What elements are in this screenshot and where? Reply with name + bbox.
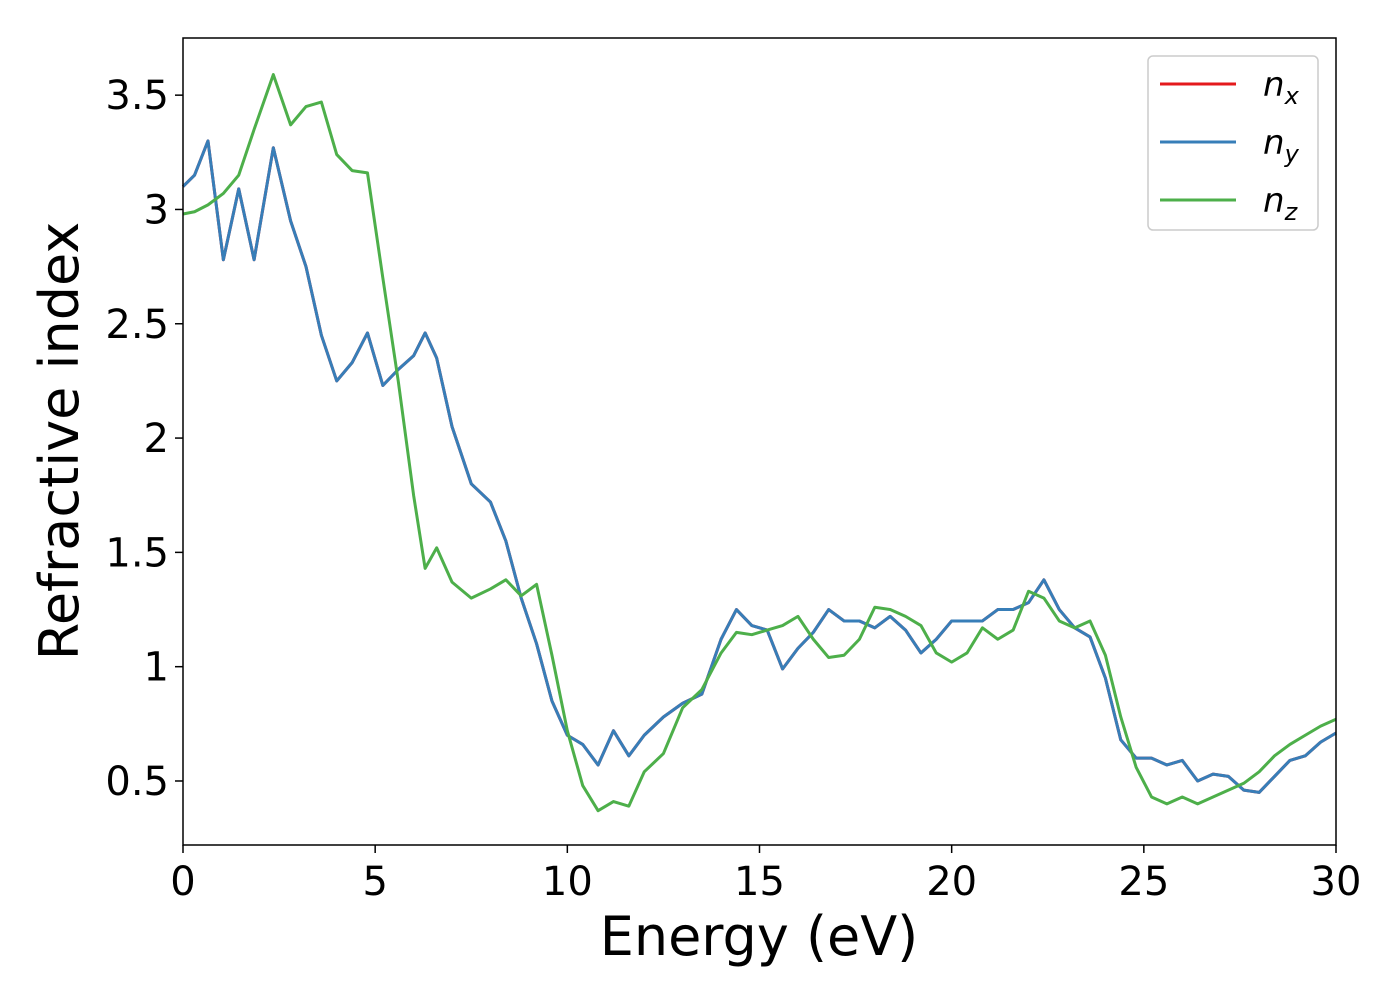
legend-label: nz xyxy=(1263,181,1299,226)
line xyxy=(181,139,1337,794)
x-tick-label: 5 xyxy=(362,859,387,905)
line xyxy=(182,73,1337,813)
y-tick-label: 0.5 xyxy=(105,759,169,805)
y-tick-label: 2 xyxy=(144,416,169,462)
plot-frame xyxy=(182,37,1337,846)
y-axis-label: Refractive index xyxy=(28,222,91,661)
y-tick-label: 3.5 xyxy=(105,73,169,119)
x-tick-label: 15 xyxy=(734,859,785,905)
y-tick-label: 1.5 xyxy=(105,530,169,576)
x-tick-label: 10 xyxy=(542,859,593,905)
legend-label: ny xyxy=(1263,123,1300,168)
x-tick-label: 0 xyxy=(170,859,195,905)
x-axis-label: Energy (eV) xyxy=(600,905,919,968)
y-tick-label: 1 xyxy=(144,645,169,691)
y-tick-label: 2.5 xyxy=(105,302,169,348)
x-tick-label: 20 xyxy=(926,859,977,905)
x-tick-label: 30 xyxy=(1311,859,1362,905)
legend-label: nx xyxy=(1263,65,1300,110)
y-tick-label: 3 xyxy=(144,187,169,233)
x-tick-label: 25 xyxy=(1118,859,1169,905)
line xyxy=(181,139,1337,794)
